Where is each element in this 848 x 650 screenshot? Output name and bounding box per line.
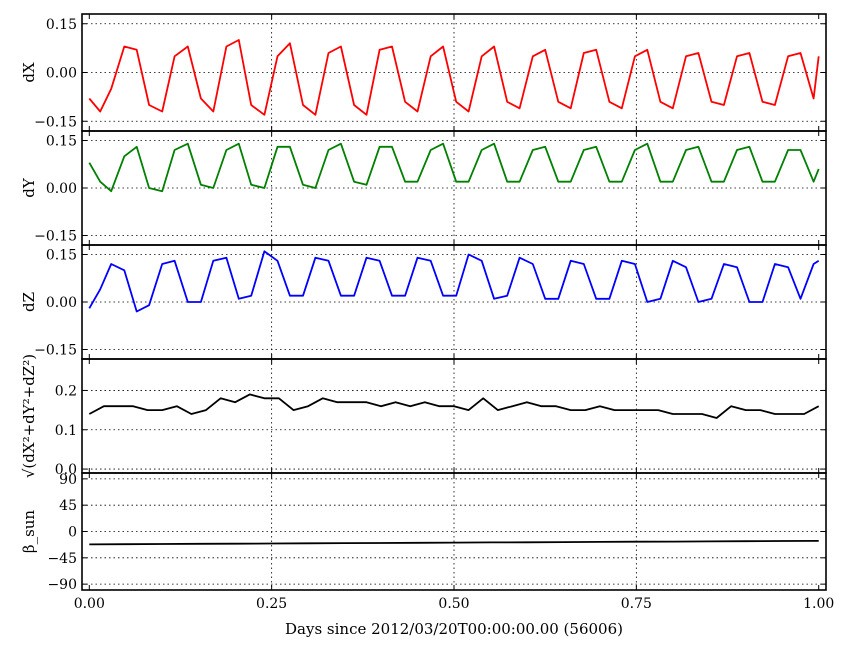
y-tick-label: 0.15 xyxy=(46,17,77,33)
y-tick-label: 0.0 xyxy=(55,462,77,478)
panel-3: −0.15 0.00 0.15 dZ xyxy=(20,244,827,360)
y-tick-label: 0.2 xyxy=(55,383,77,399)
y-axis-label: β_sun xyxy=(20,510,38,554)
y-tick-label: −0.15 xyxy=(34,229,77,245)
y-tick-label: 0.00 xyxy=(46,66,77,82)
series-line xyxy=(89,540,819,546)
y-axis-label: dX xyxy=(20,62,38,83)
panel-frame xyxy=(81,358,827,474)
y-tick-label: 0 xyxy=(68,525,77,541)
y-tick-label: −0.15 xyxy=(34,343,77,359)
panel-1: −0.15 0.00 0.15 dX xyxy=(20,13,827,132)
y-tick-label: 0.15 xyxy=(46,248,77,264)
panel-frame xyxy=(81,130,827,246)
chart-panels: −0.150.000.15dX−0.150.000.15dY−0.150.000… xyxy=(20,13,834,612)
x-tick-label: 0.00 xyxy=(74,596,105,612)
y-tick-label: 0.15 xyxy=(46,134,77,150)
series-line xyxy=(88,393,820,419)
y-tick-label: 0.00 xyxy=(46,181,77,197)
panel-5: −90 −45 0 45 90 β_sun xyxy=(20,472,827,593)
panel-4: 0.0 0.1 0.2 √(dX²+dY²+dZ²) xyxy=(20,354,827,478)
series-line xyxy=(88,39,820,116)
y-tick-label: 45 xyxy=(59,498,77,514)
x-axis-label: Days since 2012/03/20T00:00:00.00 (56006… xyxy=(285,620,623,638)
panel-2: −0.15 0.00 0.15 dY xyxy=(20,130,827,246)
y-tick-label: 0.1 xyxy=(55,423,77,439)
series-line xyxy=(88,142,820,193)
x-tick-label: 0.50 xyxy=(438,596,469,612)
x-tick-label: 1.00 xyxy=(803,596,834,612)
x-tick-label: 0.75 xyxy=(621,596,652,612)
y-axis-label: dZ xyxy=(20,292,38,312)
panel-frame xyxy=(81,472,827,591)
y-tick-label: −90 xyxy=(47,577,77,593)
x-tick-label: 0.25 xyxy=(256,596,287,612)
series-line xyxy=(88,250,820,313)
y-axis-label: √(dX²+dY²+dZ²) xyxy=(20,354,38,478)
y-tick-label: −45 xyxy=(47,551,77,567)
y-tick-label: −0.15 xyxy=(34,114,77,130)
y-tick-label: 90 xyxy=(59,472,77,488)
y-axis-label: dY xyxy=(20,177,38,198)
y-tick-label: 0.00 xyxy=(46,295,77,311)
